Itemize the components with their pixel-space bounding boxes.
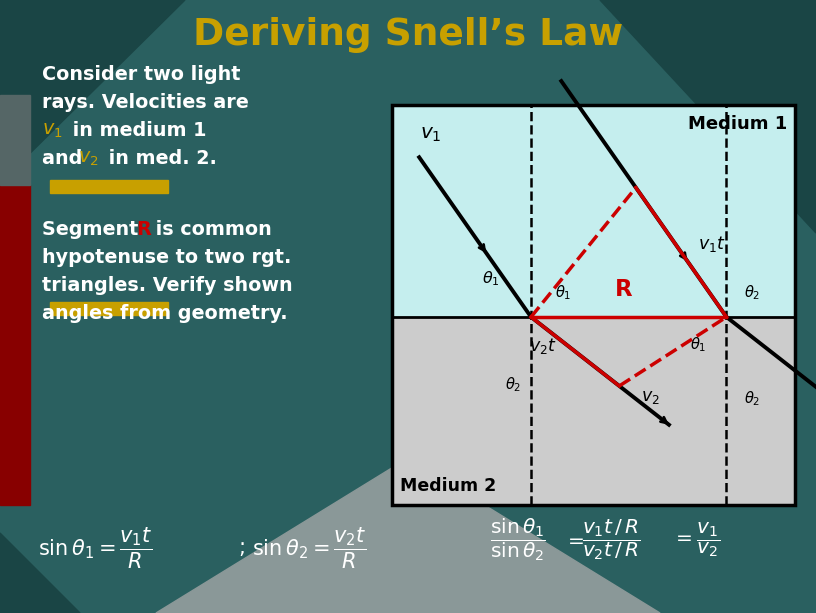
Text: $\theta_1$: $\theta_1$ [482,270,500,288]
Text: rays. Velocities are: rays. Velocities are [42,93,249,112]
Bar [392,317,795,505]
Text: $= \dfrac{v_1}{v_2}$: $= \dfrac{v_1}{v_2}$ [672,520,721,560]
Text: $\dfrac{\sin\theta_1}{\sin\theta_2}$: $\dfrac{\sin\theta_1}{\sin\theta_2}$ [490,517,546,563]
Bar [0,185,30,505]
Text: Consider two light: Consider two light [42,65,241,84]
Polygon shape [0,0,185,183]
Text: hypotenuse to two rgt.: hypotenuse to two rgt. [42,248,291,267]
Text: $\sin\theta_2 = \dfrac{v_2 t}{R}$: $\sin\theta_2 = \dfrac{v_2 t}{R}$ [252,525,366,571]
Text: in med. 2.: in med. 2. [102,149,217,168]
Polygon shape [156,458,660,613]
Text: Medium 1: Medium 1 [688,115,787,133]
Text: in medium 1: in medium 1 [66,121,206,140]
Bar [50,302,168,315]
Text: $\theta_1$: $\theta_1$ [555,284,571,302]
Polygon shape [0,533,80,613]
Text: R: R [136,220,151,239]
Text: $\theta_2$: $\theta_2$ [744,284,761,302]
Text: $v_2$: $v_2$ [78,149,99,168]
Text: R: R [615,278,632,300]
Text: angles from geometry.: angles from geometry. [42,304,287,323]
Text: $v_1t$: $v_1t$ [698,234,725,254]
Text: $v_2t$: $v_2t$ [530,337,557,357]
Text: Segment: Segment [42,220,145,239]
Text: $;$: $;$ [238,538,245,558]
Text: triangles. Verify shown: triangles. Verify shown [42,276,293,295]
Text: $\theta_2$: $\theta_2$ [744,390,761,408]
Text: $\sin\theta_1 = \dfrac{v_1 t}{R}$: $\sin\theta_1 = \dfrac{v_1 t}{R}$ [38,525,153,571]
Text: and: and [42,149,89,168]
Text: $=$: $=$ [564,530,585,549]
Text: $v_1$: $v_1$ [42,121,63,140]
Bar [392,105,795,505]
Text: $v_1$: $v_1$ [420,125,441,144]
Polygon shape [600,0,816,233]
Text: Deriving Snell’s Law: Deriving Snell’s Law [193,17,623,53]
Text: $\theta_2$: $\theta_2$ [505,376,521,394]
Text: $\dfrac{v_1 t\,/\,R}{v_2 t\,/\,R}$: $\dfrac{v_1 t\,/\,R}{v_2 t\,/\,R}$ [582,517,641,563]
Text: is common: is common [149,220,272,239]
Bar [50,180,168,193]
Text: Medium 2: Medium 2 [400,477,496,495]
Bar [392,105,795,317]
Text: $\theta_1$: $\theta_1$ [690,336,707,354]
Text: $v_2$: $v_2$ [641,388,660,406]
Bar [0,95,30,185]
